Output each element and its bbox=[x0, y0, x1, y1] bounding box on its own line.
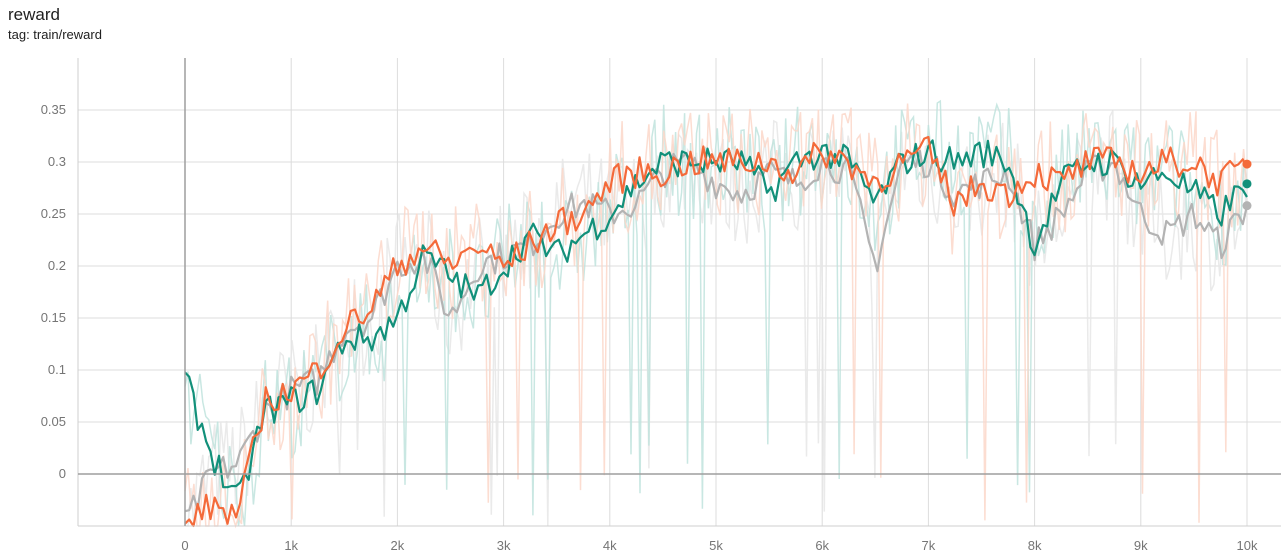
x-tick-label: 4k bbox=[603, 538, 617, 553]
y-tick-label: 0.35 bbox=[41, 102, 66, 117]
series-end-marker-0 bbox=[1242, 201, 1252, 211]
x-tick-label: 6k bbox=[815, 538, 829, 553]
series-end-marker-1 bbox=[1242, 179, 1252, 189]
y-tick-label: 0.05 bbox=[41, 414, 66, 429]
smoothed-series-layer bbox=[184, 135, 1249, 528]
x-tick-label: 5k bbox=[709, 538, 723, 553]
axes: 0 0.05 0.1 0.15 0.2 0.25 0.3 0.35 0 1k 2k 3k 4k 5k 6k 7… bbox=[41, 58, 1281, 553]
y-tick-label: 0.2 bbox=[48, 258, 66, 273]
smoothed-series-2[interactable] bbox=[184, 135, 1248, 528]
chart-header: reward tag: train/reward bbox=[8, 4, 102, 44]
y-tick-label: 0.1 bbox=[48, 362, 66, 377]
y-tick-label: 0.3 bbox=[48, 154, 66, 169]
series-end-markers bbox=[1242, 159, 1252, 211]
series-end-marker-2 bbox=[1242, 159, 1252, 169]
y-tick-label: 0.15 bbox=[41, 310, 66, 325]
x-tick-label: 0 bbox=[181, 538, 188, 553]
y-tick-label: 0 bbox=[59, 466, 66, 481]
x-tick-label: 9k bbox=[1134, 538, 1148, 553]
x-tick-label: 10k bbox=[1237, 538, 1258, 553]
raw-series-2 bbox=[184, 103, 1248, 529]
raw-series-layer bbox=[184, 99, 1248, 529]
x-tick-label: 3k bbox=[497, 538, 511, 553]
chart-tag: tag: train/reward bbox=[8, 27, 102, 42]
chart-title: reward bbox=[8, 5, 60, 24]
smoothed-series-1[interactable] bbox=[184, 139, 1248, 489]
x-tick-label: 1k bbox=[284, 538, 298, 553]
y-tick-label: 0.25 bbox=[41, 206, 66, 221]
x-tick-label: 2k bbox=[391, 538, 405, 553]
x-tick-label: 8k bbox=[1028, 538, 1042, 553]
raw-series-1 bbox=[184, 99, 1248, 527]
x-tick-label: 7k bbox=[922, 538, 936, 553]
